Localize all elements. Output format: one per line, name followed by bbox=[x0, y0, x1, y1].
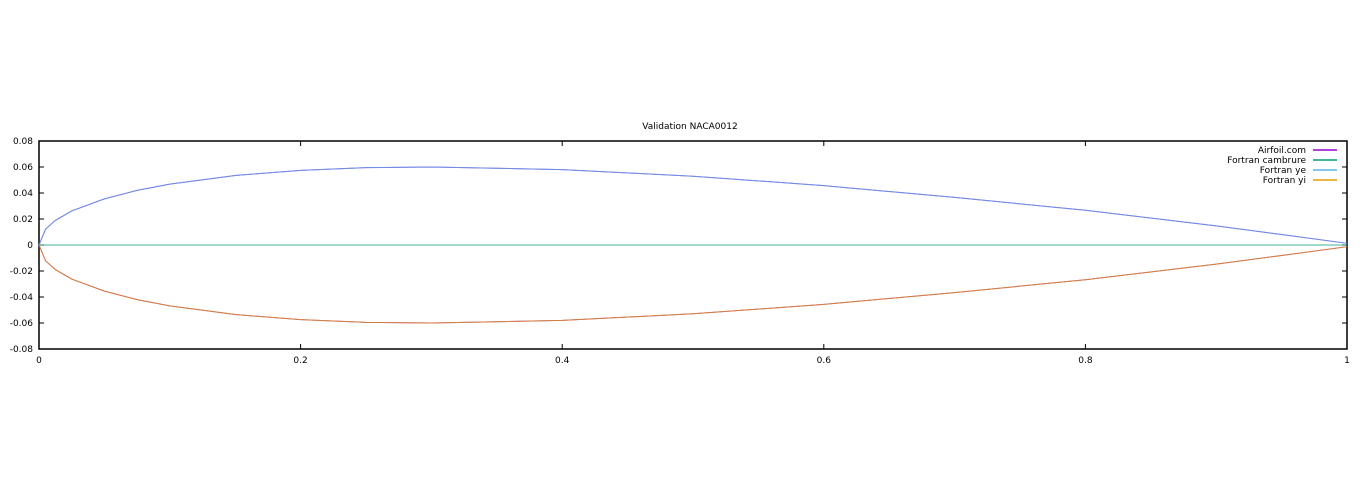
y-tick-label: -0.02 bbox=[10, 267, 33, 277]
legend-label: Airfoil.com bbox=[1258, 146, 1306, 156]
y-tick-label: 0.06 bbox=[13, 163, 33, 173]
y-tick-label: 0 bbox=[27, 241, 33, 251]
y-tick-label: -0.04 bbox=[10, 293, 34, 303]
x-tick-label: 1 bbox=[1344, 356, 1350, 366]
y-tick-label: 0.08 bbox=[13, 137, 33, 147]
x-tick-label: 0 bbox=[36, 356, 42, 366]
y-tick-label: -0.06 bbox=[10, 319, 34, 329]
y-tick-label: 0.04 bbox=[13, 189, 33, 199]
legend-label: Fortran ye bbox=[1260, 166, 1307, 176]
y-tick-label: -0.08 bbox=[10, 345, 34, 355]
chart-title: Validation NACA0012 bbox=[642, 122, 737, 132]
x-tick-label: 0.2 bbox=[293, 356, 307, 366]
series-line-4 bbox=[38, 244, 1348, 324]
legend-label: Fortran cambrure bbox=[1227, 156, 1306, 166]
series-lines bbox=[38, 166, 1348, 324]
legend-label: Fortran yi bbox=[1263, 176, 1306, 186]
x-tick-label: 0.4 bbox=[555, 356, 570, 366]
x-tick-label: 0.8 bbox=[1078, 356, 1093, 366]
x-tick-label: 0.6 bbox=[817, 356, 832, 366]
axis-ticks: 0 0.2 0.4 0.6 0.8 1 0.08 0.06 0.04 0.02 0 -0.02 -0.0… bbox=[10, 137, 1350, 366]
series-line-3 bbox=[38, 166, 1348, 246]
y-tick-label: 0.02 bbox=[13, 215, 33, 225]
